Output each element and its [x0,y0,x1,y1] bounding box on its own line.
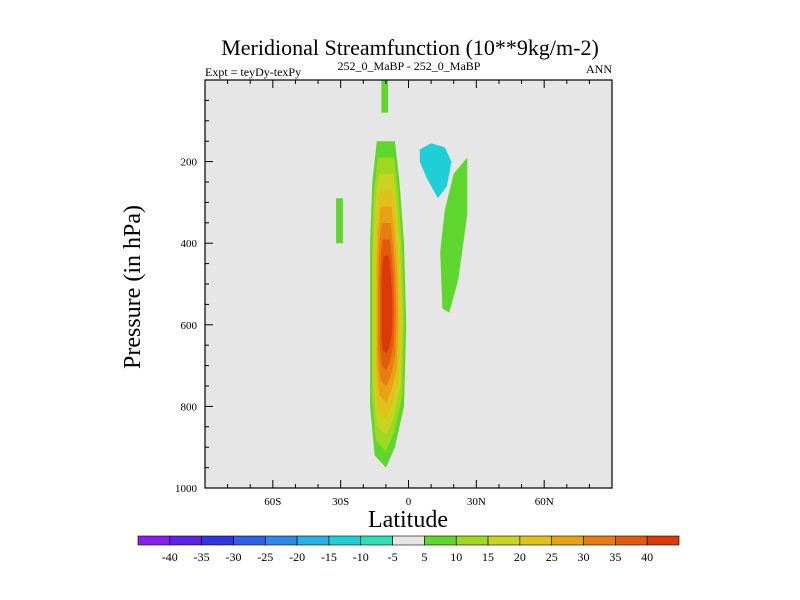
x-tick-label: 0 [406,496,412,508]
colorbar-label: 30 [578,550,590,564]
y-tick-label: 600 [181,320,198,332]
chart-title: Meridional Streamfunction (10**9kg/m-2) [221,35,599,60]
colorbar-swatch [551,535,584,546]
colorbar-swatch [296,535,330,546]
colorbar-swatch [615,535,648,546]
x-tick-label: 60N [535,496,554,508]
y-tick-label: 1000 [175,483,198,495]
colorbar-swatch [583,535,616,546]
colorbar-swatch [233,535,266,546]
contour-band-upper-thin-positive [381,80,389,113]
colorbar-label: -25 [257,550,273,564]
colorbar-label: -10 [353,550,369,564]
colorbar-swatch [360,535,393,546]
x-axis-label: Latitude [368,507,448,533]
colorbar-label: 20 [514,550,526,564]
colorbar-label: -5 [388,550,398,564]
x-tick-label: 30N [467,496,486,508]
colorbar-label: 25 [546,550,558,564]
colorbar-swatch [392,535,425,546]
colorbar-label: -40 [162,550,178,564]
colorbar-label: 35 [609,550,621,564]
chart-subtitle-left: Expt = teyDy-texPy [205,65,301,79]
colorbar-swatch [201,535,234,546]
y-axis-label: Pressure (in hPa) [120,205,146,369]
colorbar-swatch [487,535,521,546]
colorbar-swatch [328,535,362,546]
colorbar-label: 5 [421,550,427,564]
y-tick-label: 200 [181,157,198,169]
contour-band-tropical-cell-positive-max-8 [381,255,393,354]
colorbar-label: 10 [450,550,462,564]
colorbar-label: -20 [289,550,305,564]
chart-subtitle-right: ANN [586,62,612,76]
colorbar-swatch [519,535,553,546]
y-tick-label: 800 [181,401,198,413]
colorbar-label: -15 [321,550,337,564]
colorbar-swatch [646,535,680,546]
colorbar: -40 -35 -30 -25 -20 -15 -10 -5 5 10 15 20 25 30 35 40 [137,535,680,564]
contour-layer [336,80,468,468]
colorbar-label: 40 [641,550,653,564]
x-tick-label: 30S [332,496,349,508]
y-tick-label: 400 [181,238,198,250]
contour-band-southern-small-positive [336,198,343,244]
colorbar-swatch [137,535,171,546]
contour-band-northern-subtropical-positive [440,157,468,313]
x-tick-label: 60S [264,496,281,508]
colorbar-swatch [455,535,489,546]
contour-band-northern-cell-negative [419,143,452,199]
colorbar-swatch [424,535,457,546]
colorbar-swatch [169,535,202,546]
colorbar-label: -30 [225,550,241,564]
colorbar-swatch [264,535,298,546]
plot-background [205,80,612,488]
colorbar-label: 15 [482,550,494,564]
colorbar-label: -35 [194,550,210,564]
axis-layer: 200 400 600 800 1000 60S 30S 0 30N 60N [175,79,613,508]
chart-subtitle-center: 252_0_MaBP - 252_0_MaBP [338,59,481,73]
